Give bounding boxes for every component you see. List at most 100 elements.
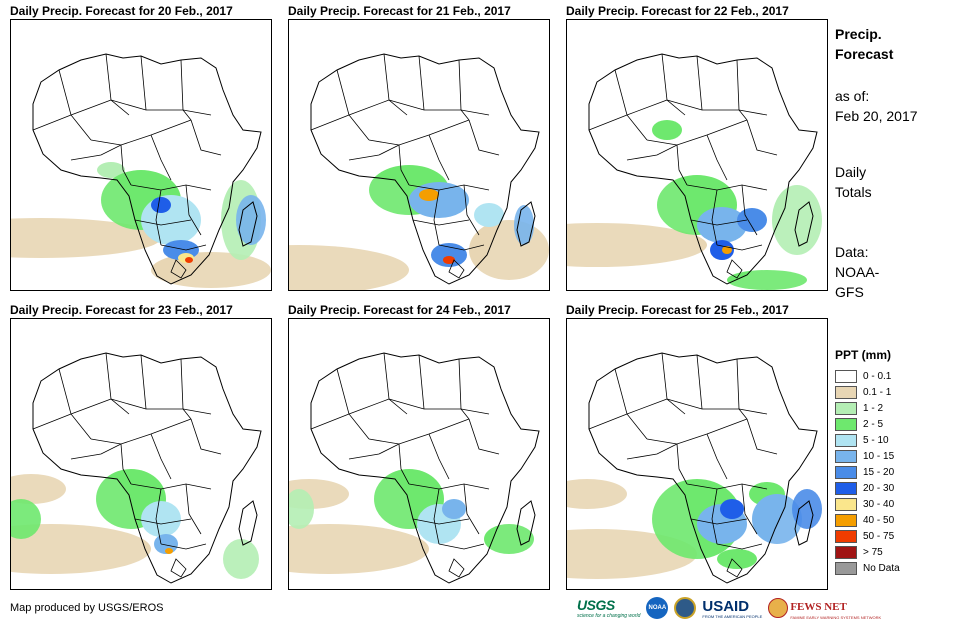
country-border (412, 219, 470, 226)
country-border (726, 558, 743, 578)
country-border (388, 99, 490, 116)
country-border (716, 244, 763, 251)
legend-label: No Data (863, 562, 900, 574)
heading-line-2: Forecast (835, 46, 894, 62)
coastline (32, 53, 262, 285)
country-border (110, 99, 212, 116)
precip-area (151, 197, 171, 213)
agency-logos: USGS science for a changing world NOAA U… (577, 594, 881, 622)
legend-swatch (835, 449, 857, 463)
legend-item: 10 - 15 (835, 448, 945, 464)
precip-area (697, 207, 747, 243)
panel-title: Daily Precip. Forecast for 25 Feb., 2017 (566, 303, 789, 317)
country-border (686, 483, 768, 490)
legend-swatch (835, 529, 857, 543)
as-of-label: as of: (835, 88, 870, 104)
legend-swatch (835, 545, 857, 559)
legend-swatch (835, 417, 857, 431)
legend-item: 40 - 50 (835, 512, 945, 528)
country-border (140, 55, 147, 111)
precip-area (722, 246, 732, 254)
country-border (160, 244, 207, 251)
usaid-logo-text: USAID (702, 597, 750, 615)
fews-net-logo: FEWS NET FAMINE EARLY WARNING SYSTEMS NE… (768, 597, 881, 620)
country-border (626, 443, 678, 460)
usgs-tagline: science for a changing world (577, 613, 641, 619)
usgs-logo: USGS science for a changing world (577, 597, 640, 619)
land-area (33, 353, 261, 583)
legend-swatch (835, 465, 857, 479)
country-border (741, 483, 758, 535)
coastline (588, 352, 818, 584)
precip-area (652, 120, 682, 140)
precip-map (288, 19, 550, 291)
panel-title: Daily Precip. Forecast for 23 Feb., 2017 (10, 303, 233, 317)
fews-globe-icon (768, 598, 789, 618)
country-border (433, 488, 440, 545)
country-border (666, 99, 768, 116)
precip-area (737, 208, 767, 232)
fews-logo-text: FEWS NET (790, 600, 847, 613)
precip-map (288, 318, 550, 590)
country-border (368, 418, 470, 445)
land-area (33, 54, 261, 284)
precip-area (792, 489, 822, 529)
precip-area (289, 524, 429, 574)
legend-label: 0 - 0.1 (863, 370, 892, 382)
legend-swatch (835, 385, 857, 399)
precip-map (10, 19, 272, 291)
legend-title: PPT (mm) (835, 348, 892, 362)
legend-item: 0 - 0.1 (835, 368, 945, 384)
country-border (408, 184, 490, 191)
country-border (428, 433, 450, 480)
africa-map-svg (11, 53, 271, 288)
africa-map-svg (289, 53, 549, 290)
africa-map-svg (567, 352, 822, 584)
precip-area (141, 501, 181, 537)
legend-label: 5 - 10 (863, 434, 889, 446)
legend-item: 0.1 - 1 (835, 384, 945, 400)
legend-label: > 75 (863, 546, 883, 558)
country-border (711, 488, 718, 545)
usgs-logo-text: USGS (577, 597, 615, 613)
country-border (463, 184, 480, 236)
precip-area (443, 256, 455, 264)
precip-area (409, 182, 469, 218)
country-border (32, 398, 112, 430)
precip-area (185, 257, 193, 263)
legend-label: 1 - 2 (863, 402, 884, 414)
country-border (418, 354, 425, 410)
coastline (32, 352, 262, 584)
country-border (130, 483, 212, 490)
precip-area (11, 499, 41, 539)
country-border (130, 184, 212, 191)
country-border (690, 518, 748, 525)
country-border (150, 433, 172, 480)
country-border (90, 418, 192, 445)
country-border (726, 259, 743, 279)
precip-area (442, 499, 466, 519)
country-border (190, 418, 222, 455)
country-border (310, 99, 390, 131)
country-border (160, 543, 207, 550)
legend-label: 40 - 50 (863, 514, 895, 526)
country-border (588, 99, 668, 131)
madagascar-outline (238, 500, 258, 546)
legend-label: 2 - 5 (863, 418, 884, 430)
country-border (32, 99, 112, 131)
country-border (110, 398, 212, 415)
data-source-line-2: GFS (835, 284, 864, 300)
country-border (368, 119, 470, 146)
country-border (448, 259, 465, 279)
legend-label: 10 - 15 (863, 450, 895, 462)
legend-label: 20 - 30 (863, 482, 895, 494)
legend-label: 50 - 75 (863, 530, 895, 542)
precip-area (11, 474, 66, 504)
madagascar-outline (516, 500, 536, 546)
panel-title: Daily Precip. Forecast for 22 Feb., 2017 (566, 4, 789, 18)
country-border (696, 55, 703, 111)
totals-line-1: Daily (835, 164, 867, 180)
legend-item: 5 - 10 (835, 432, 945, 448)
legend-item: 2 - 5 (835, 416, 945, 432)
precip-map (566, 19, 828, 291)
